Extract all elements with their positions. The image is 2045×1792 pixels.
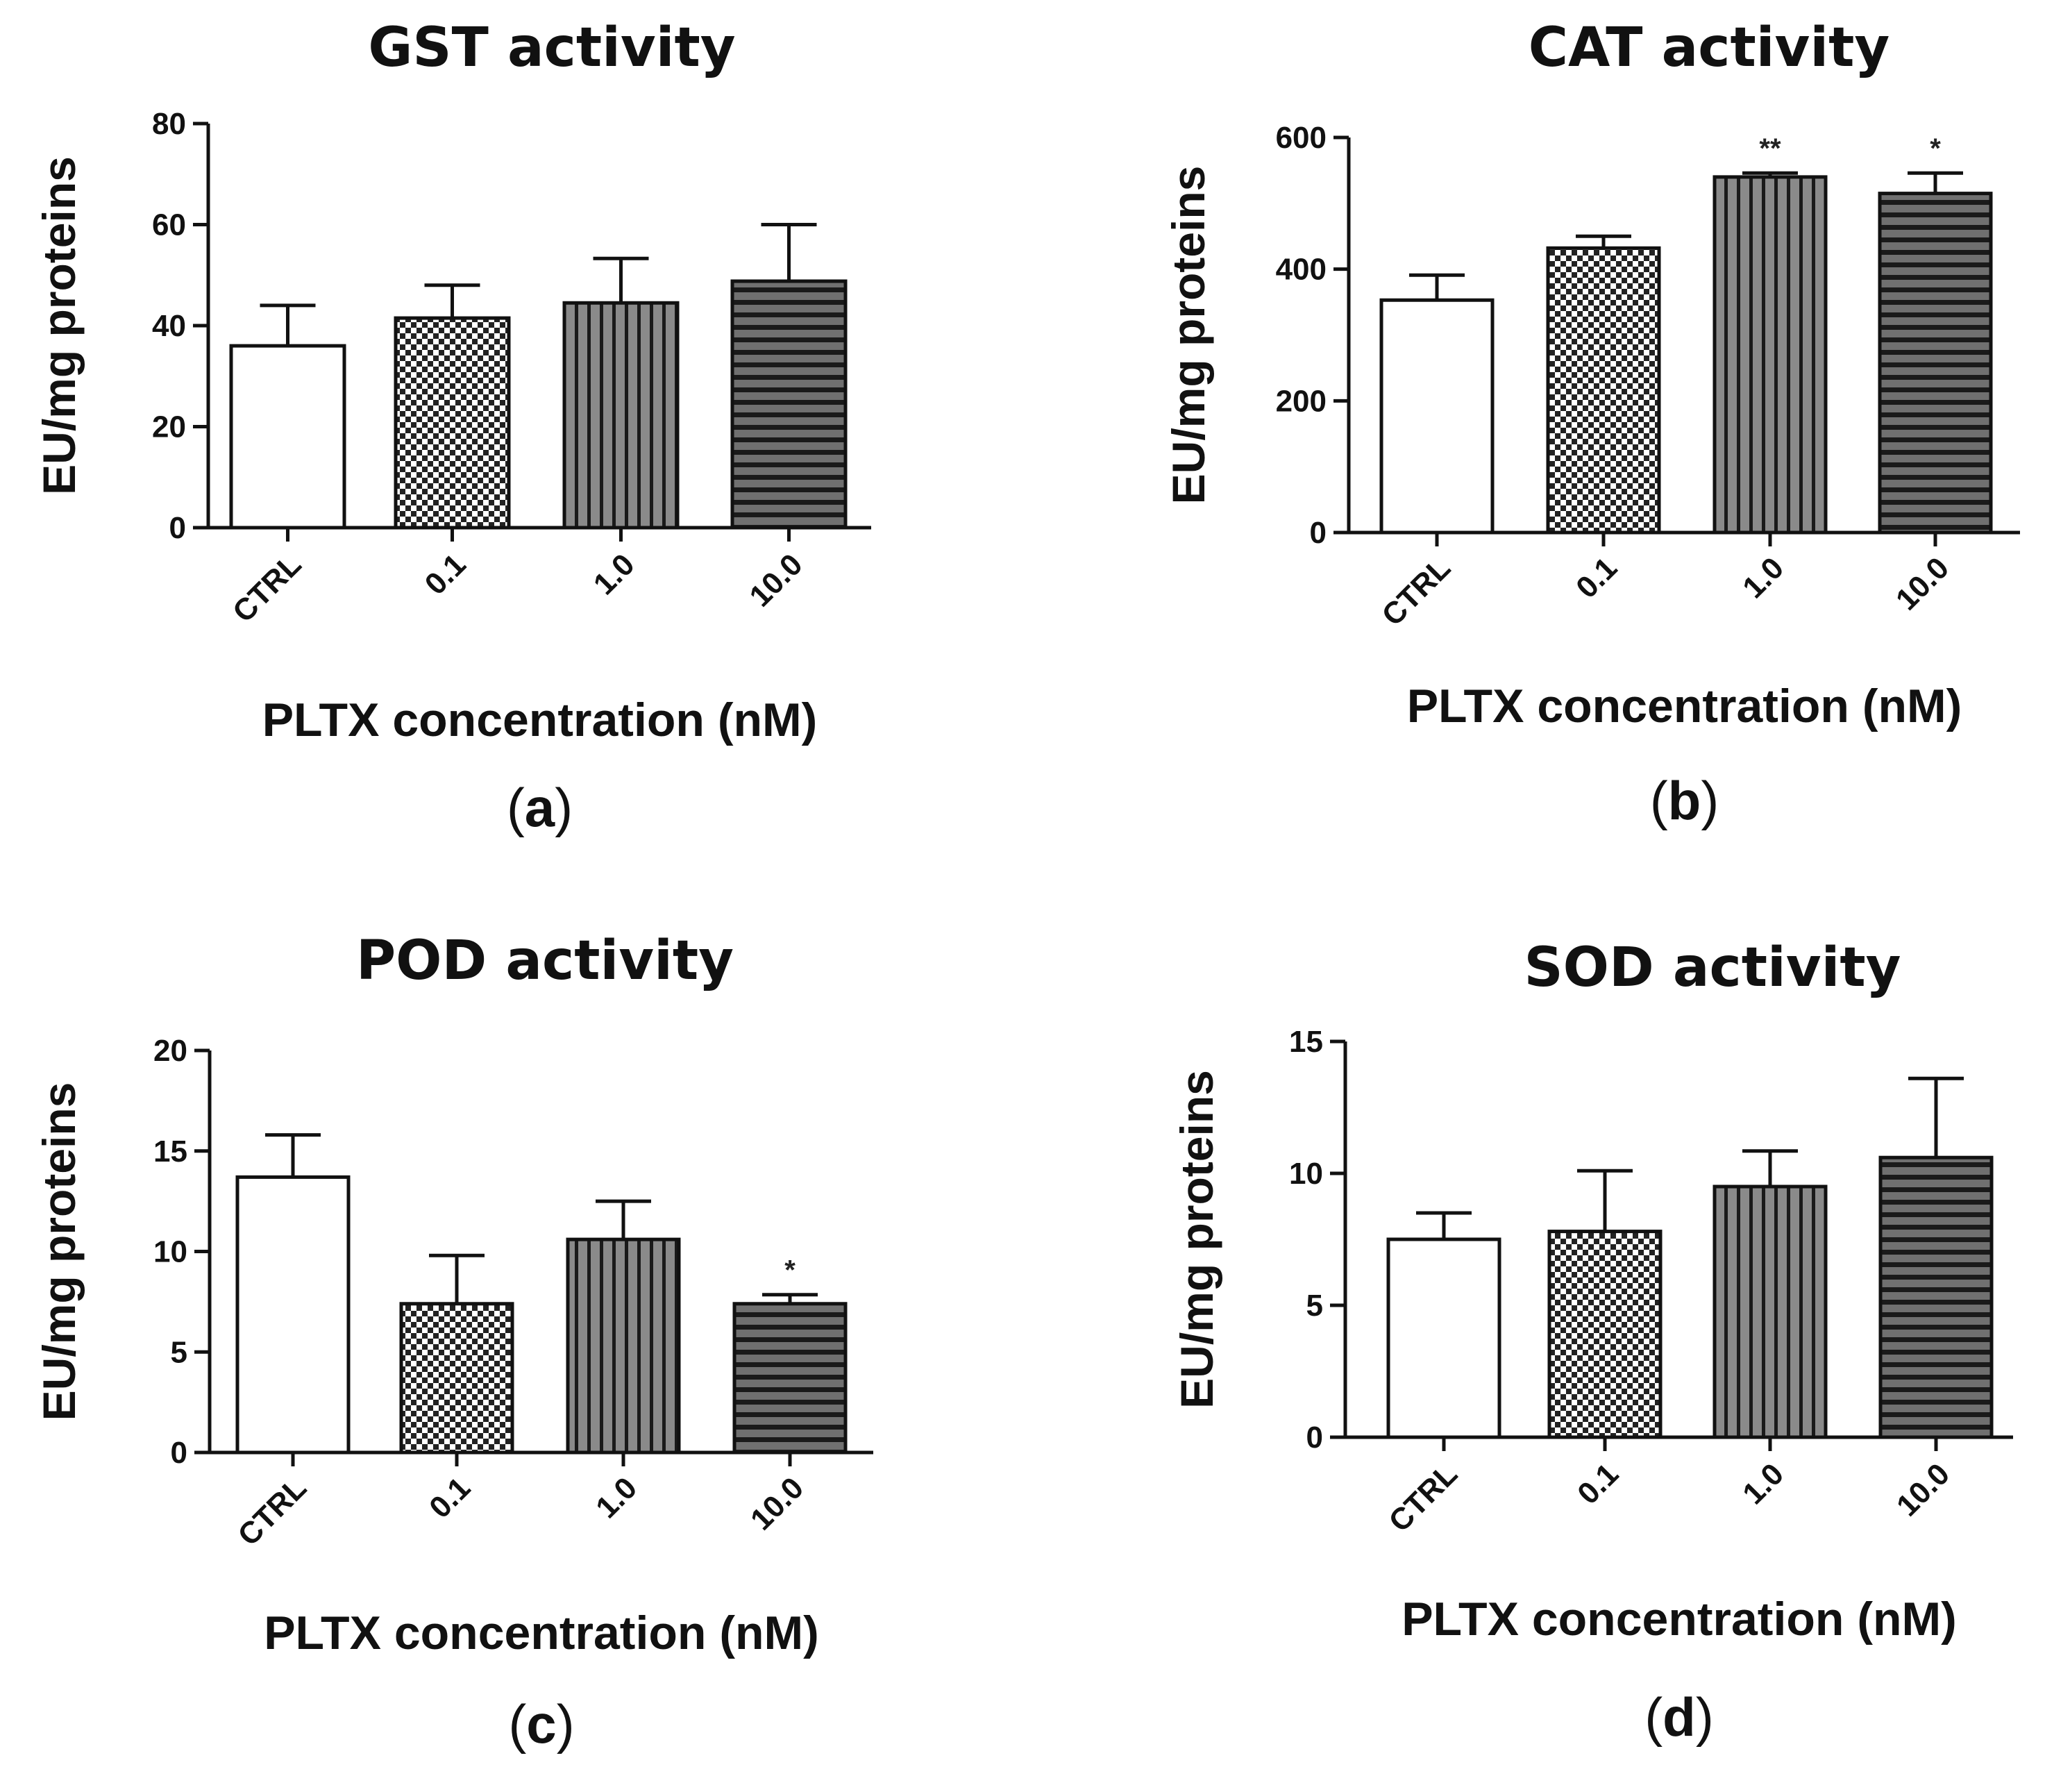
bar-0.1 — [1546, 246, 1661, 535]
y-tick-label: 80 — [152, 107, 186, 141]
y-tick-label: 200 — [1276, 384, 1327, 418]
category-label: CTRL — [1375, 551, 1457, 633]
significance-mark: ** — [1759, 133, 1781, 164]
y-tick-label: 15 — [153, 1134, 187, 1169]
chart-panel-b: CAT activity EU/mg proteins 0 200 400 600 CTRL… — [1163, 17, 2020, 831]
bar-1.0 — [566, 1237, 681, 1455]
panel-label: (d) — [1644, 1686, 1714, 1748]
x-axis-label: PLTX concentration (nM) — [1407, 680, 1962, 732]
bar-10.0 — [732, 1302, 848, 1455]
y-tick-label: 20 — [153, 1034, 187, 1068]
bar-1.0 — [1712, 1184, 1828, 1439]
y-tick-label: 10 — [153, 1235, 187, 1269]
category-label: CTRL — [226, 547, 308, 629]
bar-0.1 — [394, 316, 511, 530]
y-tick-label: 0 — [169, 511, 186, 545]
bar-CTRL — [1386, 1237, 1501, 1439]
bar-0.1 — [1547, 1230, 1663, 1439]
category-label: CTRL — [1382, 1457, 1464, 1539]
bar-10.0 — [1878, 1155, 1994, 1439]
category-label: 10.0 — [743, 547, 809, 613]
panel-letter: a — [525, 777, 555, 838]
chart-title: POD activity — [356, 930, 734, 992]
y-tick-label: 10 — [1289, 1157, 1323, 1191]
bar-10.0 — [730, 279, 848, 530]
y-tick-label: 15 — [1289, 1025, 1323, 1059]
y-tick-label: 0 — [1306, 1421, 1323, 1455]
y-tick-label: 5 — [171, 1335, 187, 1369]
significance-mark: * — [1930, 133, 1941, 164]
y-tick-label: 40 — [152, 309, 186, 343]
y-tick-label: 60 — [152, 208, 186, 242]
bar-0.1 — [399, 1302, 514, 1455]
y-tick-label: 20 — [152, 410, 186, 444]
panel-letter: b — [1668, 770, 1701, 831]
y-tick-label: 0 — [171, 1436, 187, 1470]
bar-CTRL — [229, 344, 346, 530]
panel-label: (b) — [1650, 770, 1719, 831]
category-label: 1.0 — [1736, 1457, 1790, 1511]
category-label: 1.0 — [587, 547, 641, 601]
category-label: 1.0 — [1736, 551, 1790, 605]
x-axis-label: PLTX concentration (nM) — [1402, 1593, 1957, 1646]
bar-CTRL — [1379, 298, 1495, 535]
category-label: CTRL — [231, 1471, 313, 1552]
chart-title: GST activity — [368, 17, 735, 79]
x-axis-label: PLTX concentration (nM) — [264, 1607, 819, 1659]
bar-CTRL — [235, 1175, 351, 1455]
y-axis-label: EU/mg proteins — [33, 156, 85, 495]
chart-title: CAT activity — [1529, 17, 1890, 79]
bar-1.0 — [562, 301, 680, 530]
panel-letter: d — [1663, 1686, 1696, 1748]
category-label: 0.1 — [1569, 551, 1624, 605]
panel-letter: c — [526, 1693, 556, 1755]
panel-label: (c) — [508, 1693, 574, 1755]
y-tick-label: 5 — [1306, 1289, 1323, 1323]
bar-10.0 — [1878, 192, 1993, 535]
category-label: 0.1 — [423, 1471, 477, 1525]
chart-panel-a: GST activity EU/mg proteins 0 20 40 60 80 CTRL 0… — [33, 17, 871, 838]
chart-title: SOD activity — [1524, 937, 1901, 999]
category-label: 0.1 — [419, 547, 473, 601]
y-axis-label: EU/mg proteins — [1171, 1070, 1222, 1409]
category-label: 10.0 — [1890, 1457, 1956, 1523]
bar-1.0 — [1712, 175, 1828, 535]
y-tick-label: 0 — [1310, 516, 1327, 550]
category-label: 10.0 — [1890, 551, 1955, 617]
category-label: 0.1 — [1571, 1457, 1625, 1511]
panel-label: (a) — [507, 777, 573, 838]
x-axis-label: PLTX concentration (nM) — [262, 694, 818, 746]
chart-panel-c: POD activity EU/mg proteins 0 5 10 15 20 CTRL 0.… — [33, 930, 873, 1755]
category-label: 10.0 — [744, 1471, 810, 1536]
y-tick-label: 400 — [1276, 253, 1327, 287]
category-label: 1.0 — [589, 1471, 643, 1525]
y-axis-label: EU/mg proteins — [33, 1082, 85, 1421]
y-axis-label: EU/mg proteins — [1163, 166, 1214, 505]
y-tick-label: 600 — [1276, 121, 1327, 155]
significance-mark: * — [784, 1255, 796, 1286]
chart-panel-d: SOD activity EU/mg proteins 0 5 10 15 CTRL 0.1 1… — [1171, 937, 2013, 1748]
